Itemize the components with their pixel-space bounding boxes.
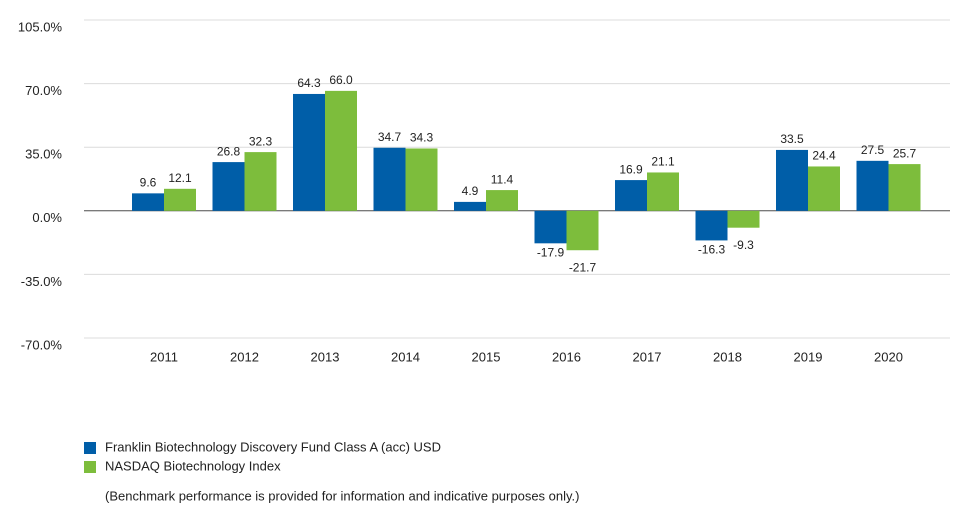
value-label: 16.9 (619, 162, 643, 176)
bar (695, 210, 728, 241)
value-label: 27.5 (861, 143, 885, 157)
value-label: 12.1 (168, 171, 192, 185)
legend-label: NASDAQ Biotechnology Index (105, 458, 281, 473)
x-tick-label: 2012 (230, 349, 259, 364)
bar (856, 160, 889, 211)
bar (454, 201, 486, 211)
bar (647, 172, 679, 211)
value-label: -9.3 (733, 238, 754, 252)
value-label: 9.6 (140, 176, 157, 190)
value-label: 21.1 (651, 155, 675, 169)
bar (566, 210, 599, 251)
x-tick-label: 2011 (150, 349, 178, 364)
x-tick-label: 2014 (391, 349, 420, 364)
x-tick-label: 2016 (552, 349, 581, 364)
legend-label: Franklin Biotechnology Discovery Fund Cl… (105, 439, 441, 454)
bar (534, 210, 567, 244)
bar (164, 188, 196, 211)
x-tick-label: 2019 (794, 349, 823, 364)
value-label: 24.4 (812, 149, 836, 163)
x-tick-label: 2015 (472, 349, 501, 364)
value-label: 26.8 (217, 144, 241, 158)
value-label: -17.9 (537, 245, 565, 259)
value-label: -21.7 (569, 260, 597, 274)
bar (244, 152, 277, 211)
value-label: 11.4 (491, 172, 514, 186)
bar (325, 90, 357, 211)
legend-swatch (84, 442, 96, 454)
value-label: 33.5 (780, 132, 804, 146)
x-tick-label: 2018 (713, 349, 742, 364)
x-tick-label: 2013 (311, 349, 340, 364)
bar (405, 148, 438, 211)
bar (776, 149, 808, 211)
value-label: 34.3 (410, 131, 434, 145)
value-label: 64.3 (297, 76, 321, 90)
y-tick-label: 105.0% (18, 19, 63, 34)
y-tick-label: 35.0% (25, 147, 62, 162)
value-label: -16.3 (698, 243, 726, 257)
bar (373, 147, 406, 211)
y-tick-label: -35.0% (21, 274, 63, 289)
x-tick-label: 2017 (633, 349, 662, 364)
x-tick-label: 2020 (874, 349, 903, 364)
bar (727, 210, 760, 228)
value-label: 34.7 (378, 130, 402, 144)
bar (486, 190, 518, 211)
bar (293, 93, 325, 211)
bar (212, 162, 245, 211)
value-label: 66.0 (329, 73, 353, 87)
y-tick-label: 0.0% (32, 210, 62, 225)
y-tick-label: -70.0% (21, 337, 63, 352)
bar (888, 164, 921, 211)
value-label: 32.3 (249, 134, 273, 148)
bar (132, 193, 164, 211)
bar (808, 166, 840, 211)
legend-swatch (84, 461, 96, 473)
value-label: 4.9 (462, 184, 479, 198)
note: (Benchmark performance is provided for i… (105, 488, 580, 503)
y-tick-label: 70.0% (25, 83, 62, 98)
bar (615, 180, 647, 211)
value-label: 25.7 (893, 146, 917, 160)
